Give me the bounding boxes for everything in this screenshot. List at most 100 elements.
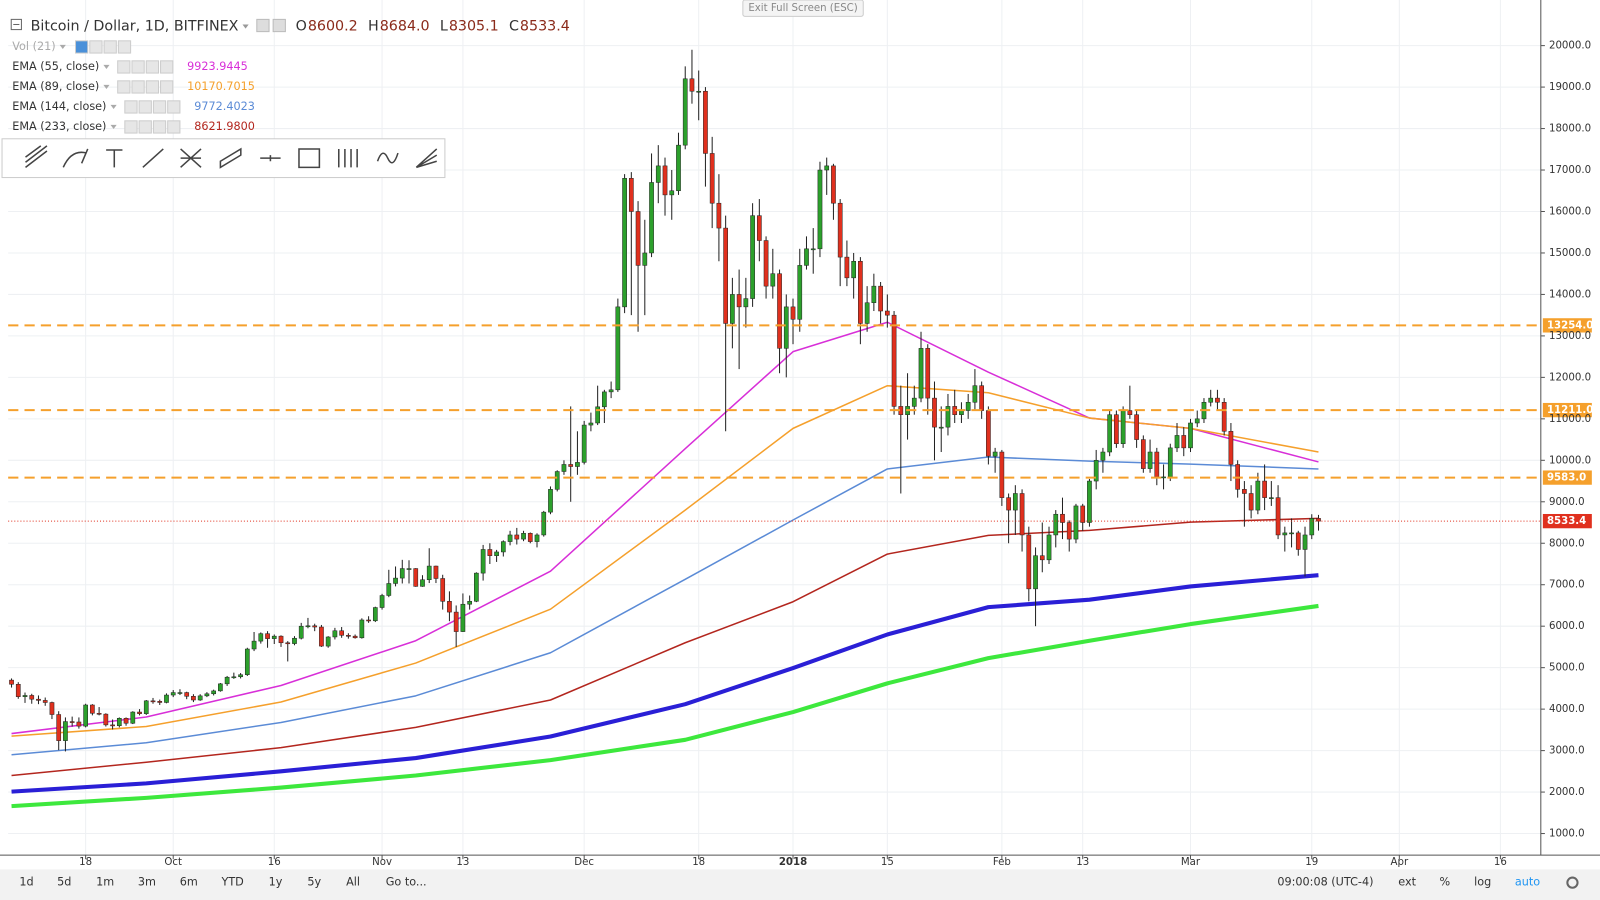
candle-body <box>581 424 587 463</box>
range-button[interactable]: 6m <box>180 876 198 889</box>
y-tick-label: 6000.0 <box>1549 621 1585 632</box>
indicator-button[interactable] <box>103 40 117 54</box>
tool-line[interactable] <box>142 148 164 168</box>
y-tick-label: 10000.0 <box>1549 455 1591 466</box>
candle-body <box>433 565 439 579</box>
range-button[interactable]: YTD <box>220 876 243 889</box>
indicator-button[interactable] <box>138 100 152 114</box>
axis-option[interactable]: ext <box>1398 876 1416 889</box>
indicator-button[interactable] <box>89 40 103 54</box>
candle-body <box>703 90 708 154</box>
tool-channel[interactable] <box>25 145 48 168</box>
indicator-button[interactable] <box>160 60 174 74</box>
candle-body <box>1242 489 1247 494</box>
tool-rectangle[interactable] <box>298 148 321 169</box>
indicator-name: Vol (21) <box>12 40 55 53</box>
axis-option[interactable]: log <box>1474 876 1491 889</box>
candle-body <box>911 397 917 407</box>
indicator-button[interactable] <box>145 80 160 94</box>
range-button[interactable]: 5d <box>57 876 71 889</box>
indicator-name: EMA (233, close) <box>12 120 106 133</box>
candle-body <box>15 683 21 697</box>
indicator-button[interactable] <box>117 80 131 94</box>
tool-fan[interactable] <box>415 148 438 169</box>
candle-body <box>49 702 55 715</box>
range-button[interactable]: All <box>346 876 360 889</box>
candle-body <box>1120 410 1126 444</box>
dropdown-arrow[interactable] <box>242 24 249 29</box>
candle-body <box>103 713 109 726</box>
goto-button[interactable]: Go to... <box>386 876 427 889</box>
indicator-name: EMA (89, close) <box>12 80 99 93</box>
indicator-button[interactable] <box>131 60 145 74</box>
x-tick-label: 13 <box>456 857 469 868</box>
indicator-button[interactable] <box>138 120 152 134</box>
tool-measure[interactable] <box>260 155 281 162</box>
level-label: 13254.0 <box>1547 320 1593 331</box>
candle-body <box>770 273 776 287</box>
axis-option[interactable]: auto <box>1515 876 1540 889</box>
header-button[interactable] <box>272 18 286 33</box>
candle-body <box>871 285 877 303</box>
indicator-arrow[interactable] <box>103 84 110 89</box>
candle-body <box>972 385 978 403</box>
indicator-value: 9772.4023 <box>194 100 255 113</box>
indicator-button[interactable] <box>145 60 160 74</box>
tool-elliott[interactable] <box>376 152 399 164</box>
collapse-icon[interactable] <box>10 18 22 31</box>
indicator-button[interactable] <box>117 60 131 74</box>
tool-pattern[interactable] <box>219 147 242 169</box>
candle-body <box>682 78 688 146</box>
candle-body <box>696 90 702 93</box>
tool-brush[interactable] <box>62 148 89 168</box>
candle-body <box>1228 431 1234 465</box>
indicator-button[interactable] <box>131 80 145 94</box>
indicator-button[interactable] <box>124 100 138 114</box>
indicator-button[interactable] <box>75 40 89 54</box>
candle-body <box>716 202 722 229</box>
candle-body <box>420 579 425 587</box>
chart-title: Bitcoin / Dollar, 1D, BITFINEX <box>31 19 239 35</box>
indicator-button[interactable] <box>160 80 174 94</box>
settings-gear[interactable] <box>1566 876 1579 889</box>
candle-body <box>844 256 850 279</box>
candle-body <box>130 711 136 724</box>
candle-body <box>1289 532 1294 535</box>
axis-option[interactable]: % <box>1440 876 1451 889</box>
candle-body <box>1188 422 1193 449</box>
tool-fib[interactable] <box>338 148 358 168</box>
tool-gann[interactable] <box>180 148 202 168</box>
y-tick-label: 4000.0 <box>1549 704 1585 715</box>
indicator-button[interactable] <box>167 100 181 114</box>
candle-body <box>1026 534 1032 590</box>
indicator-button[interactable] <box>167 120 181 134</box>
range-button[interactable]: 1d <box>19 876 33 889</box>
candle-body <box>1019 493 1025 536</box>
indicator-arrow[interactable] <box>103 64 110 69</box>
indicator-arrow[interactable] <box>110 104 117 109</box>
range-button[interactable]: 1m <box>96 876 114 889</box>
header-button[interactable] <box>256 18 270 33</box>
indicator-arrow[interactable] <box>110 124 117 129</box>
indicator-arrow[interactable] <box>59 44 66 49</box>
exit-fullscreen-hint[interactable] <box>742 0 864 17</box>
ma-line <box>11 573 1319 794</box>
candle-body <box>810 248 816 251</box>
tool-text[interactable] <box>106 149 123 168</box>
range-button[interactable]: 1y <box>269 876 283 889</box>
indicator-button[interactable] <box>152 120 167 134</box>
indicator-button[interactable] <box>124 120 138 134</box>
range-button[interactable]: 5y <box>307 876 321 889</box>
candle-body <box>851 261 856 279</box>
range-button[interactable]: 3m <box>138 876 156 889</box>
candle-body <box>622 178 627 308</box>
candle-body <box>191 696 196 701</box>
y-tick-label: 18000.0 <box>1549 124 1591 135</box>
indicator-button[interactable] <box>152 100 167 114</box>
y-tick-label: 12000.0 <box>1549 372 1591 383</box>
candle-body <box>1248 493 1254 511</box>
candle-body <box>1080 505 1086 523</box>
indicator-button[interactable] <box>117 40 132 54</box>
ohlc-label: C <box>509 19 519 35</box>
candle-body <box>271 635 277 639</box>
